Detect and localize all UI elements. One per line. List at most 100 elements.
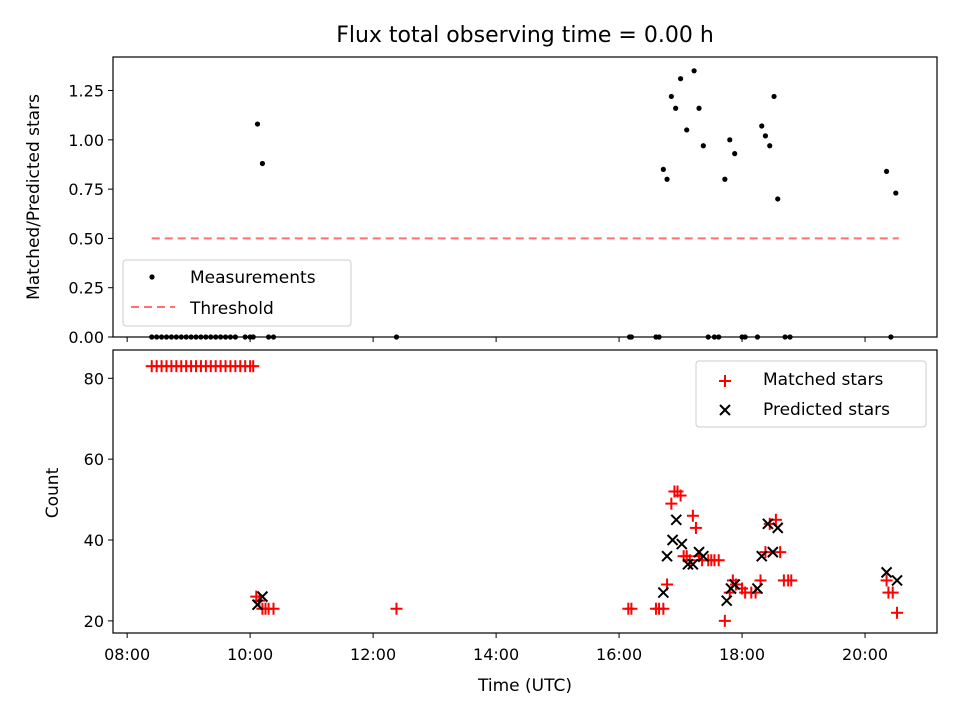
matched-star-point [749,586,762,599]
bottom-panel: 20 40 60 80 08:00 10:00 12:00 14:00 16:00 18:00 2… [43,349,938,696]
predicted-star-point [676,538,688,550]
matched-star-point [718,614,731,627]
top-panel: 0.00 0.25 0.50 0.75 1.00 1.25 Matched/Predict… [24,56,938,347]
top-y-tick-label: 0.25 [68,279,104,298]
matched-star-point [880,574,893,587]
legend-label-matched: Matched stars [763,370,883,390]
measurement-point [677,76,684,82]
matched-star-point [891,606,904,619]
top-y-tick-label: 1.25 [68,82,104,101]
top-y-tick-label: 0.75 [68,180,104,199]
top-y-axis-label: Matched/Predicted stars [24,94,44,300]
bottom-y-tick-label: 40 [84,531,104,550]
predicted-star-point [661,550,673,562]
x-tick-label: 08:00 [104,645,150,664]
bottom-y-tick-label: 20 [84,612,104,631]
matched-star-point [689,521,702,534]
measurement-point [759,123,765,129]
matched-star-point [657,602,670,615]
predicted-star-point [728,578,741,591]
top-y-ticks: 0.00 0.25 0.50 0.75 1.00 1.25 [68,82,113,347]
bottom-legend-box [695,360,927,428]
measurement-point [732,151,738,157]
matched-star-point [247,360,260,373]
matched-star-point [665,497,678,510]
x-tick-label: 10:00 [227,645,273,664]
matched-star-point [390,602,403,615]
x-tick-label: 12:00 [350,645,396,664]
predicted-star-point [756,550,768,562]
measurement-point [660,166,666,172]
predicted-star-point [880,566,893,579]
predicted-star-point [682,558,694,570]
measurement-point [700,143,706,149]
measurement-point [684,127,690,133]
top-y-tick-label: 0.50 [68,229,104,248]
legend-label-measurements: Measurements [190,268,316,288]
top-y-tick-label: 1.00 [68,131,104,150]
measurement-point [696,105,702,111]
measurement-point [883,168,890,174]
measurement-point [254,121,261,127]
top-axes-frame [112,56,938,338]
measurement-point [893,190,899,196]
matched-star-point [674,489,687,502]
legend-marker-measurements [149,274,155,280]
matched-star-point [774,546,787,559]
measurement-point [673,105,679,111]
predicted-star-point [720,594,733,607]
bottom-data-layer [145,360,904,627]
bottom-y-tick-label: 80 [84,369,104,388]
predicted-star-point [657,586,670,599]
matched-star-point [886,586,899,599]
measurement-point [664,176,670,182]
legend-label-predicted: Predicted stars [763,400,890,420]
measurement-point [771,93,777,100]
top-legend: Measurements Threshold [122,259,352,327]
bottom-x-ticks: 08:00 10:00 12:00 14:00 16:00 18:00 20:00 [104,633,888,664]
top-y-tick-label: 0.00 [68,328,104,347]
predicted-star-point [687,558,699,570]
top-x-ticks [126,337,866,342]
top-legend-box [122,259,352,327]
bottom-axes-frame [112,349,938,634]
legend-marker-matched [719,375,731,387]
predicted-star-point [666,534,679,546]
measurement-point [767,143,773,149]
bottom-y-tick-label: 60 [84,450,104,469]
measurement-point [727,137,733,143]
predicted-star-point [256,590,269,603]
predicted-star-point [891,574,903,587]
measurement-point [691,68,697,74]
chart-title: Flux total observing time = 0.00 h [336,23,714,48]
measurement-point [762,133,769,139]
predicted-star-point [767,546,779,558]
legend-label-threshold: Threshold [189,299,274,319]
x-tick-label: 20:00 [842,645,888,664]
matched-star-point [686,509,699,522]
matched-star-point [785,574,798,587]
predicted-star-point [251,598,264,611]
predicted-star-point [772,522,784,534]
x-tick-label: 16:00 [596,645,642,664]
predicted-star-point [751,582,764,595]
bottom-y-ticks: 20 40 60 80 [84,369,113,631]
predicted-star-point [670,514,682,526]
matched-star-point [625,602,638,615]
measurement-point [775,196,781,202]
bottom-y-axis-label: Count [43,467,63,518]
measurement-point [259,160,266,167]
predicted-star-point [697,550,710,562]
x-tick-label: 18:00 [719,645,765,664]
measurement-point [722,176,728,182]
legend-marker-predicted [719,404,731,416]
measurement-point [668,93,674,100]
x-axis-label: Time (UTC) [477,676,572,696]
bottom-legend: Matched stars Predicted stars [695,360,927,428]
predicted-star-point [762,518,774,530]
matched-star-point [712,554,725,567]
matched-star-point [267,602,280,615]
x-tick-label: 14:00 [473,645,519,664]
